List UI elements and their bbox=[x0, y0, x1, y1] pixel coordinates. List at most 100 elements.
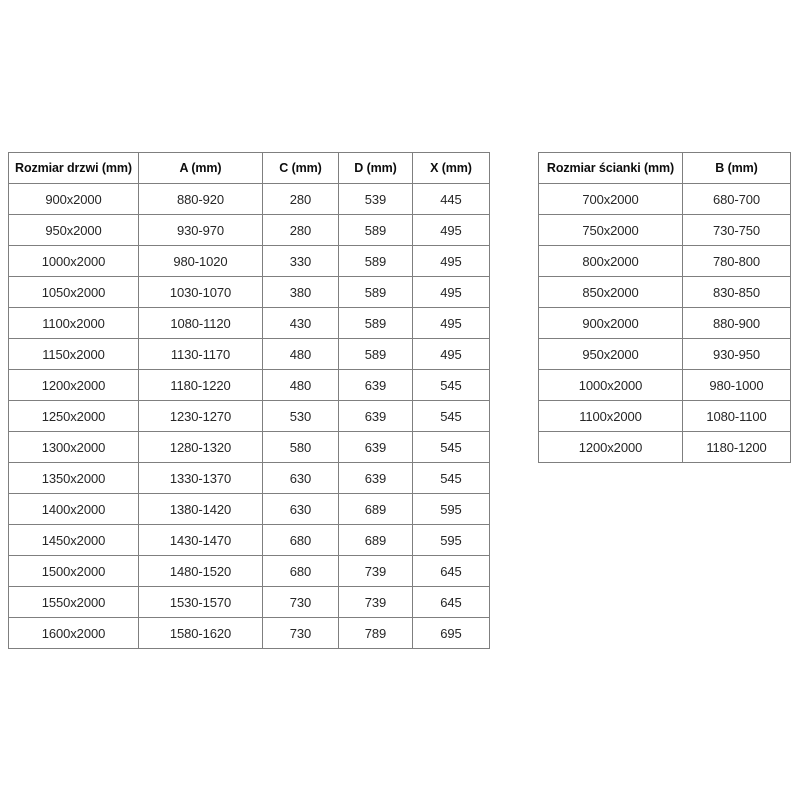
table-cell: 380 bbox=[262, 276, 339, 308]
table-cell: 930-950 bbox=[682, 338, 791, 370]
table-row: 1450x2000 1430-1470 680 689 595 bbox=[8, 524, 490, 556]
table-row: 1300x2000 1280-1320 580 639 545 bbox=[8, 431, 490, 463]
table-row: 1150x2000 1130-1170 480 589 495 bbox=[8, 338, 490, 370]
wall-table-header: Rozmiar ścianki (mm) B (mm) bbox=[538, 152, 791, 184]
table-cell: 589 bbox=[338, 276, 413, 308]
table-cell: 1130-1170 bbox=[138, 338, 263, 370]
table-cell: 880-900 bbox=[682, 307, 791, 339]
table-cell: 730-750 bbox=[682, 214, 791, 246]
column-header: X (mm) bbox=[412, 152, 490, 184]
table-cell: 530 bbox=[262, 400, 339, 432]
table-cell: 1580-1620 bbox=[138, 617, 263, 649]
table-cell: 789 bbox=[338, 617, 413, 649]
table-cell: 539 bbox=[338, 183, 413, 215]
table-cell: 695 bbox=[412, 617, 490, 649]
table-cell: 680-700 bbox=[682, 183, 791, 215]
column-header: A (mm) bbox=[138, 152, 263, 184]
table-cell: 645 bbox=[412, 586, 490, 618]
table-row: 1200x2000 1180-1200 bbox=[538, 431, 791, 463]
row-size-label: 950x2000 bbox=[538, 338, 683, 370]
table-row: 750x2000 730-750 bbox=[538, 214, 791, 246]
table-cell: 480 bbox=[262, 369, 339, 401]
row-size-label: 1450x2000 bbox=[8, 524, 139, 556]
table-cell: 1180-1200 bbox=[682, 431, 791, 463]
table-cell: 739 bbox=[338, 555, 413, 587]
table-row: 950x2000 930-970 280 589 495 bbox=[8, 214, 490, 246]
table-header-row: Rozmiar drzwi (mm) A (mm) C (mm) D (mm) X (m… bbox=[8, 152, 490, 184]
table-cell: 1030-1070 bbox=[138, 276, 263, 308]
table-cell: 495 bbox=[412, 276, 490, 308]
table-cell: 545 bbox=[412, 462, 490, 494]
row-size-label: 700x2000 bbox=[538, 183, 683, 215]
row-size-label: 1550x2000 bbox=[8, 586, 139, 618]
door-size-specification-table: Rozmiar drzwi (mm) A (mm) C (mm) D (mm) X (m… bbox=[8, 152, 490, 649]
table-cell: 589 bbox=[338, 307, 413, 339]
row-size-label: 1100x2000 bbox=[8, 307, 139, 339]
table-row: 1250x2000 1230-1270 530 639 545 bbox=[8, 400, 490, 432]
table-cell: 589 bbox=[338, 338, 413, 370]
table-cell: 545 bbox=[412, 369, 490, 401]
table-cell: 645 bbox=[412, 555, 490, 587]
row-size-label: 800x2000 bbox=[538, 245, 683, 277]
table-cell: 630 bbox=[262, 493, 339, 525]
row-size-label: 1600x2000 bbox=[8, 617, 139, 649]
table-cell: 730 bbox=[262, 586, 339, 618]
table-cell: 639 bbox=[338, 369, 413, 401]
row-size-label: 900x2000 bbox=[538, 307, 683, 339]
row-size-label: 750x2000 bbox=[538, 214, 683, 246]
table-row: 1350x2000 1330-1370 630 639 545 bbox=[8, 462, 490, 494]
table-row: 1050x2000 1030-1070 380 589 495 bbox=[8, 276, 490, 308]
table-cell: 689 bbox=[338, 493, 413, 525]
row-size-label: 950x2000 bbox=[8, 214, 139, 246]
table-cell: 739 bbox=[338, 586, 413, 618]
row-size-label: 1200x2000 bbox=[8, 369, 139, 401]
table-cell: 495 bbox=[412, 245, 490, 277]
table-row: 700x2000 680-700 bbox=[538, 183, 791, 215]
table-cell: 330 bbox=[262, 245, 339, 277]
table-cell: 680 bbox=[262, 555, 339, 587]
column-header: Rozmiar ścianki (mm) bbox=[538, 152, 683, 184]
table-row: 1600x2000 1580-1620 730 789 695 bbox=[8, 617, 490, 649]
table-cell: 1380-1420 bbox=[138, 493, 263, 525]
table-cell: 639 bbox=[338, 462, 413, 494]
column-header: B (mm) bbox=[682, 152, 791, 184]
row-size-label: 1000x2000 bbox=[8, 245, 139, 277]
table-cell: 1230-1270 bbox=[138, 400, 263, 432]
row-size-label: 900x2000 bbox=[8, 183, 139, 215]
table-cell: 595 bbox=[412, 524, 490, 556]
table-cell: 1080-1100 bbox=[682, 400, 791, 432]
table-cell: 545 bbox=[412, 431, 490, 463]
table-row: 1550x2000 1530-1570 730 739 645 bbox=[8, 586, 490, 618]
table-cell: 1480-1520 bbox=[138, 555, 263, 587]
table-row: 800x2000 780-800 bbox=[538, 245, 791, 277]
table-cell: 1280-1320 bbox=[138, 431, 263, 463]
column-header: C (mm) bbox=[262, 152, 339, 184]
door-table-body: 900x2000 880-920 280 539 445 950x2000 930-970 2… bbox=[8, 183, 490, 649]
table-row: 950x2000 930-950 bbox=[538, 338, 791, 370]
table-cell: 980-1000 bbox=[682, 369, 791, 401]
table-row: 1400x2000 1380-1420 630 689 595 bbox=[8, 493, 490, 525]
row-size-label: 1050x2000 bbox=[8, 276, 139, 308]
table-cell: 930-970 bbox=[138, 214, 263, 246]
table-cell: 280 bbox=[262, 214, 339, 246]
table-row: 900x2000 880-900 bbox=[538, 307, 791, 339]
table-cell: 495 bbox=[412, 307, 490, 339]
table-cell: 630 bbox=[262, 462, 339, 494]
table-cell: 689 bbox=[338, 524, 413, 556]
table-cell: 880-920 bbox=[138, 183, 263, 215]
wall-panel-size-specification-table: Rozmiar ścianki (mm) B (mm) 700x2000 680-7… bbox=[538, 152, 791, 463]
table-cell: 1180-1220 bbox=[138, 369, 263, 401]
row-size-label: 1400x2000 bbox=[8, 493, 139, 525]
row-size-label: 1300x2000 bbox=[8, 431, 139, 463]
table-row: 1200x2000 1180-1220 480 639 545 bbox=[8, 369, 490, 401]
column-header: D (mm) bbox=[338, 152, 413, 184]
table-cell: 589 bbox=[338, 245, 413, 277]
table-cell: 730 bbox=[262, 617, 339, 649]
door-table-header: Rozmiar drzwi (mm) A (mm) C (mm) D (mm) X (m… bbox=[8, 152, 490, 184]
table-cell: 589 bbox=[338, 214, 413, 246]
table-cell: 830-850 bbox=[682, 276, 791, 308]
table-cell: 545 bbox=[412, 400, 490, 432]
table-row: 1000x2000 980-1020 330 589 495 bbox=[8, 245, 490, 277]
row-size-label: 1350x2000 bbox=[8, 462, 139, 494]
row-size-label: 1500x2000 bbox=[8, 555, 139, 587]
